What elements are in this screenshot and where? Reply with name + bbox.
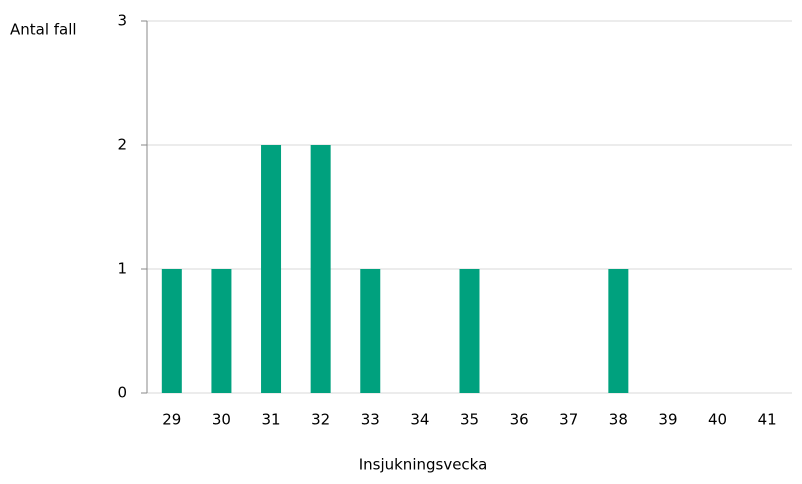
x-tick-label: 35 bbox=[460, 411, 479, 429]
y-tick-label: 1 bbox=[117, 260, 127, 278]
bar bbox=[261, 145, 282, 393]
x-tick-label: 38 bbox=[609, 411, 628, 429]
x-tick-label: 32 bbox=[311, 411, 330, 429]
y-tick-label: 3 bbox=[117, 12, 127, 30]
x-tick-label: 31 bbox=[261, 411, 280, 429]
bar bbox=[310, 145, 331, 393]
x-tick-label: 39 bbox=[658, 411, 677, 429]
bar bbox=[360, 269, 381, 393]
x-tick-label: 30 bbox=[212, 411, 231, 429]
bar bbox=[459, 269, 480, 393]
bar bbox=[161, 269, 182, 393]
x-tick-label: 40 bbox=[708, 411, 727, 429]
x-axis-label: Insjukningsvecka bbox=[359, 456, 488, 474]
y-tick-label: 0 bbox=[117, 384, 127, 402]
y-axis-label: Antal fall bbox=[10, 21, 77, 39]
x-tick-label: 33 bbox=[361, 411, 380, 429]
x-tick-label: 34 bbox=[410, 411, 429, 429]
x-tick-label: 29 bbox=[162, 411, 181, 429]
bar bbox=[211, 269, 232, 393]
y-tick-label: 2 bbox=[117, 136, 127, 154]
x-tick-label: 36 bbox=[510, 411, 529, 429]
x-tick-label: 41 bbox=[758, 411, 777, 429]
x-tick-label: 37 bbox=[559, 411, 578, 429]
bar bbox=[608, 269, 629, 393]
